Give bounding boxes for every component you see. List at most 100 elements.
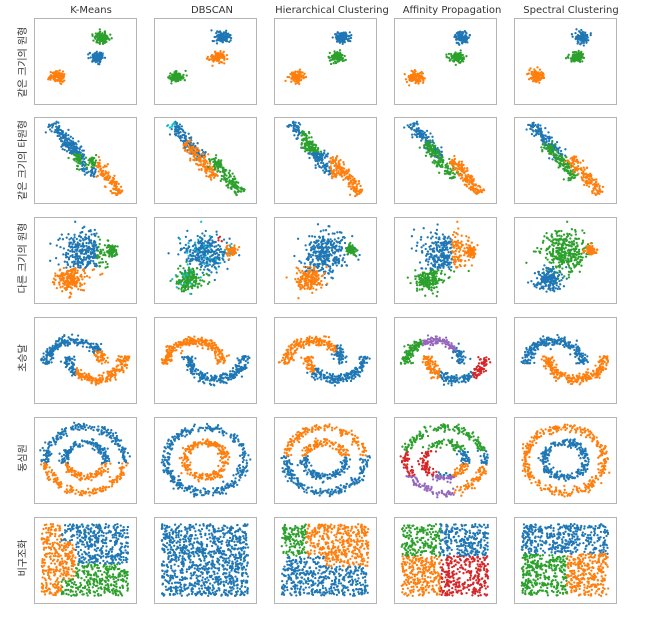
scatter-point bbox=[210, 271, 213, 274]
scatter-point bbox=[482, 188, 485, 191]
panel-frame bbox=[34, 18, 137, 105]
scatter-point bbox=[110, 182, 113, 186]
scatter-point bbox=[203, 262, 206, 266]
scatter-point bbox=[225, 241, 228, 244]
scatter-point bbox=[94, 55, 98, 58]
scatter-point bbox=[88, 260, 91, 264]
scatter-point bbox=[75, 252, 79, 255]
scatter-point bbox=[83, 282, 86, 285]
scatter-point bbox=[82, 149, 85, 152]
scatter-point bbox=[208, 250, 212, 254]
scatter-point bbox=[298, 132, 301, 135]
scatter-point bbox=[211, 241, 214, 244]
scatter-point bbox=[59, 275, 62, 278]
scatter-point bbox=[77, 168, 81, 171]
scatter-point bbox=[417, 74, 420, 78]
scatter-point bbox=[206, 268, 209, 271]
scatter-point bbox=[184, 243, 187, 247]
scatter-point bbox=[87, 254, 90, 257]
scatter-point bbox=[66, 277, 69, 280]
scatter-point bbox=[218, 39, 221, 42]
scatter-point bbox=[54, 272, 57, 275]
scatter-point bbox=[200, 152, 203, 156]
scatter-point bbox=[67, 144, 70, 147]
scatter-point bbox=[100, 174, 103, 177]
scatter-point bbox=[81, 245, 84, 248]
scatter-point bbox=[417, 129, 420, 133]
scatter-point bbox=[49, 242, 52, 245]
scatter-point bbox=[191, 252, 194, 255]
scatter-point bbox=[298, 68, 302, 71]
scatter-point bbox=[347, 169, 350, 173]
scatter-point bbox=[351, 185, 354, 189]
scatter-point bbox=[440, 163, 444, 166]
scatter-point bbox=[301, 146, 304, 149]
scatter-point bbox=[548, 157, 551, 160]
scatter-point bbox=[207, 165, 210, 169]
scatter-point bbox=[182, 133, 185, 137]
scatter-point bbox=[62, 272, 65, 275]
scatter-point bbox=[94, 58, 98, 61]
scatter-point bbox=[329, 167, 333, 170]
scatter-point bbox=[109, 189, 112, 193]
scatter-point bbox=[525, 128, 528, 131]
scatter-point bbox=[326, 162, 329, 165]
scatter-point bbox=[579, 56, 582, 59]
scatter-point bbox=[178, 123, 182, 126]
scatter-point bbox=[197, 168, 201, 171]
scatter-point bbox=[332, 170, 335, 173]
scatter-point bbox=[571, 58, 574, 61]
scatter-point bbox=[210, 29, 213, 32]
scatter-point bbox=[335, 173, 338, 177]
scatter-point bbox=[222, 238, 226, 241]
scatter-point bbox=[82, 167, 85, 170]
scatter-point bbox=[47, 125, 50, 129]
scatter-point bbox=[93, 228, 96, 232]
scatter-point bbox=[570, 33, 574, 36]
scatter-point bbox=[78, 285, 82, 288]
scatter-point bbox=[57, 263, 60, 266]
scatter-point bbox=[49, 70, 52, 74]
scatter-point bbox=[217, 239, 220, 242]
scatter-point bbox=[64, 143, 68, 146]
scatter-point bbox=[290, 76, 293, 79]
scatter-point bbox=[308, 156, 311, 160]
scatter-point bbox=[54, 274, 57, 278]
scatter-point bbox=[460, 41, 464, 45]
scatter-point bbox=[95, 262, 98, 266]
scatter-point bbox=[89, 173, 93, 176]
scatter-point bbox=[428, 150, 431, 153]
scatter-point bbox=[465, 32, 468, 35]
scatter-point bbox=[443, 169, 447, 173]
scatter-point bbox=[106, 239, 109, 242]
scatter-point bbox=[416, 72, 420, 75]
scatter-point bbox=[292, 129, 295, 133]
scatter-point bbox=[87, 159, 90, 162]
scatter-point bbox=[177, 253, 180, 256]
scatter-point bbox=[438, 160, 442, 164]
scatter-point bbox=[359, 184, 362, 188]
scatter-point bbox=[188, 245, 191, 249]
scatter-point bbox=[228, 254, 231, 257]
scatter-point bbox=[63, 260, 66, 263]
scatter-point bbox=[219, 170, 222, 174]
scatter-point bbox=[203, 268, 206, 271]
scatter-point bbox=[582, 37, 585, 41]
scatter-point bbox=[341, 57, 345, 60]
scatter-point bbox=[338, 49, 342, 52]
scatter-point bbox=[78, 148, 81, 151]
scatter-point bbox=[61, 290, 64, 293]
scatter-point bbox=[59, 245, 62, 249]
scatter-point bbox=[210, 265, 214, 268]
scatter-point bbox=[214, 250, 217, 253]
scatter-point bbox=[223, 62, 226, 65]
scatter-point bbox=[106, 163, 109, 166]
scatter-point bbox=[572, 157, 575, 160]
scatter-point bbox=[451, 59, 455, 63]
scatter-point bbox=[97, 41, 100, 44]
scatter-point bbox=[200, 254, 203, 257]
scatter-point bbox=[185, 74, 188, 77]
row-label-circles: 동심원 bbox=[17, 444, 29, 472]
scatter-point bbox=[231, 177, 235, 181]
scatter-point bbox=[89, 252, 92, 256]
